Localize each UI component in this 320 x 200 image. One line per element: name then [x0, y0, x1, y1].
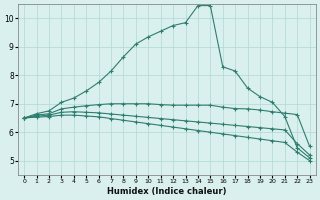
- X-axis label: Humidex (Indice chaleur): Humidex (Indice chaleur): [107, 187, 227, 196]
